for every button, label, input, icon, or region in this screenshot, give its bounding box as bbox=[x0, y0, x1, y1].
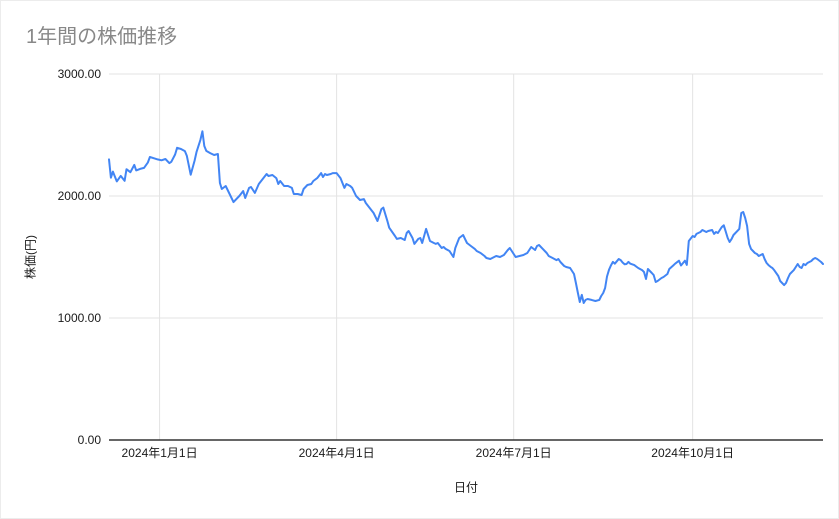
gridlines bbox=[109, 73, 823, 440]
x-tick-label: 2024年1月1日 bbox=[122, 446, 198, 460]
x-axis-title: 日付 bbox=[453, 480, 479, 495]
x-axis-tick-labels: 2024年1月1日 2024年4月1日 2024年7月1日 2024年10月1日 bbox=[122, 446, 734, 460]
stock-price-line bbox=[108, 130, 824, 304]
y-tick-label: 0.00 bbox=[78, 433, 102, 447]
x-tick-label: 2024年10月1日 bbox=[651, 446, 734, 460]
y-tick-label: 3000.00 bbox=[58, 67, 102, 81]
y-axis-title: 株価(円) bbox=[23, 235, 38, 279]
x-tick-label: 2024年7月1日 bbox=[476, 446, 552, 460]
y-tick-label: 2000.00 bbox=[58, 189, 102, 203]
y-tick-label: 1000.00 bbox=[58, 311, 102, 325]
x-tick-label: 2024年4月1日 bbox=[299, 446, 375, 460]
price-line-series bbox=[108, 130, 824, 304]
y-axis-tick-labels: 0.00 1000.00 2000.00 3000.00 bbox=[58, 67, 102, 447]
chart-title: 1年間の株価推移 bbox=[26, 26, 178, 48]
